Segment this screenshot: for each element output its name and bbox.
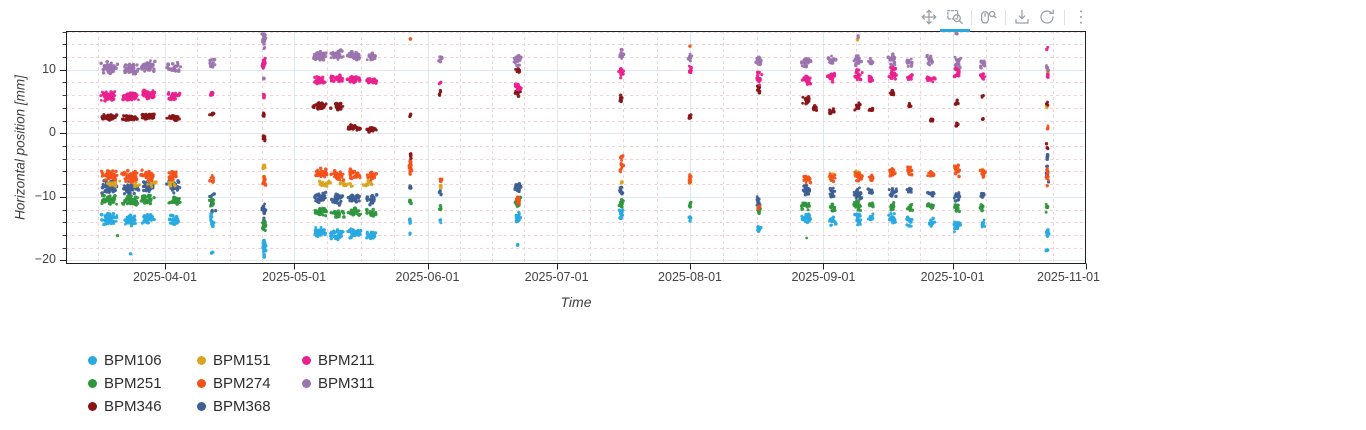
legend-marker-icon bbox=[88, 356, 97, 365]
legend-item-bpm211[interactable]: BPM211 bbox=[302, 349, 374, 372]
legend-item-bpm274[interactable]: BPM274 bbox=[197, 372, 297, 395]
x-tick-label: 2025-07-01 bbox=[524, 270, 589, 284]
x-axis-title: Time bbox=[560, 294, 592, 310]
legend-item-bpm106[interactable]: BPM106 bbox=[88, 349, 192, 372]
save-icon bbox=[1015, 9, 1029, 24]
legend-label: BPM106 bbox=[104, 352, 162, 369]
x-tick-label: 2025-08-01 bbox=[658, 270, 722, 284]
more-icon bbox=[1079, 10, 1082, 24]
legend-marker-icon bbox=[197, 402, 206, 411]
tool-more-button[interactable] bbox=[1071, 6, 1090, 28]
legend-label: BPM311 bbox=[318, 375, 375, 392]
x-tick-label: 2025-05-01 bbox=[262, 270, 327, 284]
legend-label: BPM346 bbox=[104, 398, 162, 415]
legend-marker-icon bbox=[302, 356, 311, 365]
tool-reset-button[interactable] bbox=[1038, 6, 1057, 28]
x-tick-label: 2025-11-01 bbox=[1037, 270, 1101, 284]
x-tick-label: 2025-06-01 bbox=[395, 270, 460, 284]
legend-marker-icon bbox=[302, 379, 311, 388]
legend-label: BPM151 bbox=[213, 352, 271, 369]
legend-marker-icon bbox=[197, 356, 206, 365]
legend-label: BPM211 bbox=[318, 352, 375, 369]
y-tick-label: 0 bbox=[49, 125, 56, 140]
y-axis-title: Horizontal position [mm] bbox=[12, 75, 28, 220]
x-tick-label: 2025-09-01 bbox=[791, 270, 856, 284]
y-tick-label: −10 bbox=[34, 188, 56, 203]
x-tick-label: 2025-04-01 bbox=[132, 270, 197, 284]
tool-box-zoom-button[interactable] bbox=[939, 6, 970, 32]
legend-label: BPM251 bbox=[104, 375, 162, 392]
tool-pan-button[interactable] bbox=[920, 6, 939, 28]
y-tick-label: −20 bbox=[34, 252, 56, 267]
legend-item-bpm346[interactable]: BPM346 bbox=[88, 395, 192, 418]
tool-wheel-zoom-button[interactable] bbox=[979, 6, 998, 28]
legend-label: BPM274 bbox=[213, 375, 271, 392]
reset-icon bbox=[1040, 9, 1055, 24]
legend-item-bpm368[interactable]: BPM368 bbox=[197, 395, 297, 418]
x-tick-label: 2025-10-01 bbox=[920, 270, 985, 284]
box-zoom-icon bbox=[947, 9, 963, 25]
plot-toolbar bbox=[920, 4, 1090, 32]
legend-marker-icon bbox=[88, 379, 97, 388]
plot-legend: BPM106 BPM151 BPM211 BPM251 BPM274 BPM311 BPM3… bbox=[88, 349, 374, 418]
pan-icon bbox=[921, 9, 937, 25]
toolbar-separator bbox=[971, 9, 972, 25]
legend-item-bpm251[interactable]: BPM251 bbox=[88, 372, 192, 395]
tool-save-button[interactable] bbox=[1012, 6, 1031, 28]
legend-marker-icon bbox=[88, 402, 97, 411]
y-tick-label: 10 bbox=[42, 61, 56, 76]
legend-label: BPM368 bbox=[213, 398, 271, 415]
legend-item-bpm151[interactable]: BPM151 bbox=[197, 349, 297, 372]
toolbar-separator bbox=[1063, 9, 1065, 25]
toolbar-separator bbox=[1004, 9, 1006, 25]
legend-marker-icon bbox=[197, 379, 206, 388]
legend-item-bpm311[interactable]: BPM311 bbox=[302, 372, 374, 395]
wheel-zoom-icon bbox=[981, 10, 997, 24]
